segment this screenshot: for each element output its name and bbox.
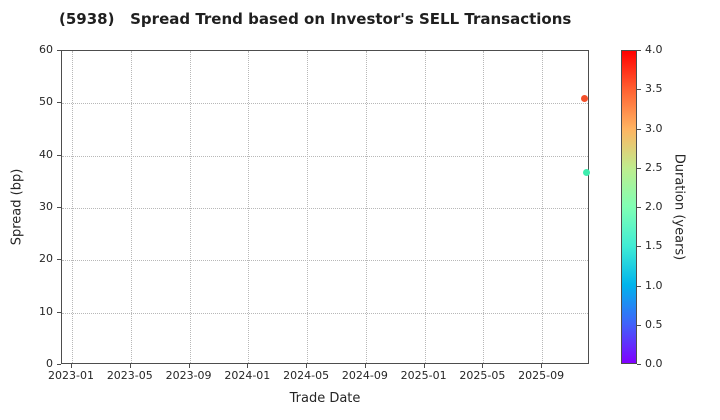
x-gridline [248, 51, 250, 363]
x-tick-label: 2023-09 [165, 369, 212, 382]
colorbar-tick-mark [637, 128, 641, 130]
x-tick-mark [541, 364, 543, 368]
colorbar-tick-label: 1.0 [645, 278, 663, 292]
x-tick-label: 2023-01 [48, 369, 95, 382]
colorbar-tick-label: 0.0 [645, 357, 663, 370]
y-tick-mark [57, 311, 61, 313]
x-gridline [365, 51, 367, 363]
colorbar-tick-label: 1.5 [645, 239, 663, 253]
x-tick-label: 2024-01 [224, 369, 271, 382]
colorbar-tick-mark [637, 246, 641, 248]
colorbar-tick-label: 4.0 [645, 43, 663, 56]
x-tick-label: 2023-05 [106, 369, 153, 382]
x-tick-mark [482, 364, 484, 368]
x-tick-mark [364, 364, 366, 368]
colorbar-tick-mark [637, 167, 641, 169]
y-gridline [62, 208, 588, 209]
colorbar-tick-mark [637, 89, 641, 91]
y-tick-label: 10 [39, 304, 53, 318]
colorbar-tick-label: 2.5 [645, 160, 663, 174]
colorbar-tick-label: 2.0 [645, 200, 663, 213]
x-gridline [542, 51, 544, 363]
x-tick-mark [247, 364, 249, 368]
colorbar-gradient [621, 50, 637, 364]
y-tick-mark [57, 102, 61, 104]
x-tick-mark [423, 364, 425, 368]
chart-title: (5938) Spread Trend based on Investor's … [59, 10, 572, 28]
x-tick-label: 2024-09 [341, 369, 388, 382]
colorbar-tick-label: 0.5 [645, 317, 663, 331]
y-tick-label: 40 [39, 147, 53, 161]
colorbar-tick-mark [637, 285, 641, 287]
y-tick-label: 0 [46, 357, 53, 370]
x-tick-label: 2025-09 [518, 369, 565, 382]
y-gridline [62, 103, 588, 105]
colorbar-tick-mark [637, 364, 641, 365]
x-tick-mark [71, 364, 73, 368]
y-tick-mark [57, 207, 61, 208]
colorbar-label: Duration (years) [671, 153, 687, 261]
x-axis-label: Trade Date [289, 391, 361, 406]
colorbar-tick-label: 3.0 [645, 121, 663, 135]
y-tick-label: 20 [39, 252, 53, 266]
colorbar-tick-label: 3.5 [645, 82, 663, 96]
x-tick-label: 2024-05 [283, 369, 330, 382]
y-tick-mark [57, 154, 61, 156]
y-tick-label: 60 [39, 43, 53, 56]
y-gridline [62, 155, 588, 157]
y-tick-label: 30 [39, 200, 53, 213]
y-tick-mark [57, 259, 61, 261]
colorbar-tick-mark [637, 324, 641, 326]
plot-area [61, 50, 591, 364]
y-tick-label: 50 [39, 95, 53, 109]
scatter-point [583, 169, 591, 177]
y-tick-mark [57, 50, 61, 51]
x-gridline [130, 51, 132, 363]
y-gridline [62, 312, 588, 314]
x-gridline [307, 51, 309, 363]
x-tick-mark [129, 364, 131, 368]
scatter-point [580, 94, 588, 102]
colorbar-tick-mark [637, 50, 641, 51]
x-gridline [424, 51, 426, 363]
x-tick-label: 2025-01 [400, 369, 447, 382]
x-gridline [72, 51, 74, 363]
x-tick-mark [306, 364, 308, 368]
x-tick-mark [188, 364, 190, 368]
x-gridline [483, 51, 485, 363]
y-gridline [62, 260, 588, 262]
y-tick-mark [57, 364, 61, 365]
colorbar-tick-mark [637, 207, 641, 208]
x-gridline [189, 51, 191, 363]
x-tick-label: 2025-05 [459, 369, 506, 382]
